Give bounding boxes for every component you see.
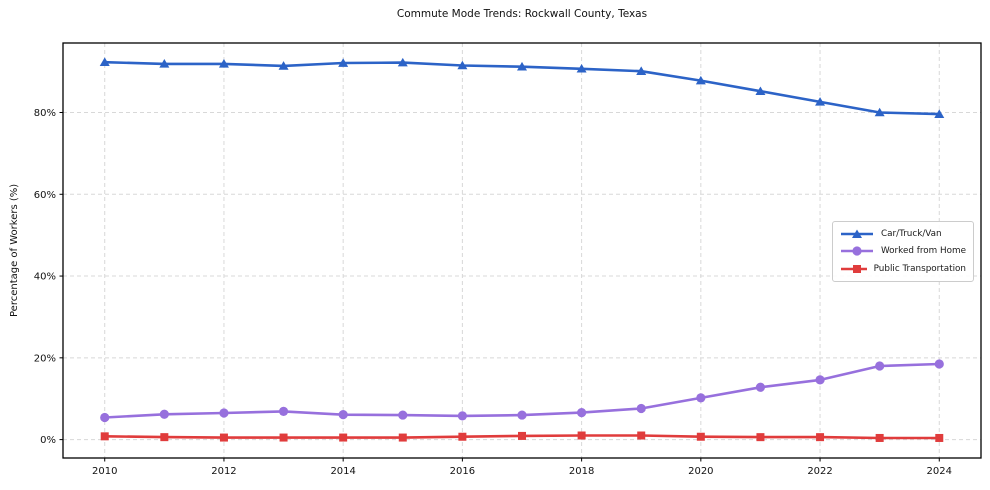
data-point-circle [100, 412, 110, 423]
data-point-circle [338, 410, 348, 420]
data-point-triangle [99, 57, 110, 67]
legend-square-marker-icon [841, 265, 867, 274]
x-tick-label: 2024 [927, 466, 952, 477]
data-point-triangle [397, 57, 408, 67]
data-point-square [398, 433, 407, 442]
data-point-square [458, 432, 467, 441]
legend-label: Worked from Home [880, 246, 966, 257]
data-point-square [875, 433, 884, 442]
y-tick-label: 20% [34, 353, 56, 364]
data-point-square [100, 432, 109, 441]
legend-item-0: Car/Truck/Van [840, 228, 966, 240]
data-point-triangle [874, 107, 885, 117]
legend: Car/Truck/Van Worked from Home Public Tran… [832, 221, 974, 282]
data-point-circle [934, 359, 944, 369]
data-point-triangle [517, 61, 527, 71]
y-tick-label: 80% [34, 108, 56, 119]
data-point-square [339, 433, 348, 442]
x-tick-label: 2010 [92, 466, 117, 477]
data-point-circle [159, 409, 169, 419]
data-point-circle [517, 410, 527, 420]
data-point-triangle [695, 75, 706, 85]
data-point-triangle [755, 86, 766, 96]
x-tick-label: 2016 [450, 466, 475, 477]
legend-circle-marker-icon [841, 246, 873, 257]
data-point-triangle [159, 59, 170, 68]
data-point-square [160, 433, 169, 442]
legend-item-2: Public Transportation [840, 263, 966, 275]
plot-frame [62, 42, 982, 459]
series-line-1 [103, 362, 941, 419]
data-point-square [696, 432, 705, 441]
legend-item-1: Worked from Home [840, 245, 966, 257]
x-tick-label: 2014 [330, 466, 355, 477]
y-tick-label: 60% [34, 190, 56, 201]
data-point-triangle [338, 58, 349, 67]
data-point-square [756, 433, 765, 442]
data-point-circle [398, 410, 408, 420]
data-point-triangle [815, 97, 826, 106]
data-point-circle [457, 411, 467, 421]
x-tick-label: 2022 [807, 466, 832, 477]
data-point-triangle [218, 59, 229, 68]
y-tick-label: 40% [34, 272, 56, 283]
data-point-circle [815, 375, 825, 385]
legend-label: Car/Truck/Van [881, 228, 942, 239]
data-point-triangle [457, 60, 468, 70]
y-tick-label: 0% [40, 435, 56, 446]
data-point-circle [696, 393, 706, 403]
data-point-circle [755, 382, 766, 392]
x-tick-label: 2012 [211, 466, 236, 477]
data-point-square [518, 431, 526, 440]
data-point-circle [219, 408, 229, 418]
data-point-triangle [934, 109, 945, 118]
x-tick-label: 2020 [688, 466, 713, 477]
data-point-square [577, 431, 586, 440]
data-point-circle [278, 406, 289, 416]
data-point-square [219, 433, 228, 442]
data-point-square [279, 433, 288, 442]
data-point-circle [636, 403, 646, 414]
chart-title: Commute Mode Trends: Rockwall County, Te… [396, 8, 648, 20]
legend-triangle-marker-icon [841, 229, 873, 238]
data-point-square [816, 433, 825, 442]
data-point-triangle [278, 61, 289, 70]
data-point-circle [875, 361, 885, 371]
data-point-square [637, 431, 646, 440]
data-point-triangle [576, 63, 587, 73]
legend-label: Public Transportation [873, 264, 966, 275]
x-tick-label: 2018 [569, 466, 594, 477]
data-point-triangle [636, 66, 647, 76]
data-point-square [935, 433, 944, 442]
data-point-circle [577, 408, 587, 418]
